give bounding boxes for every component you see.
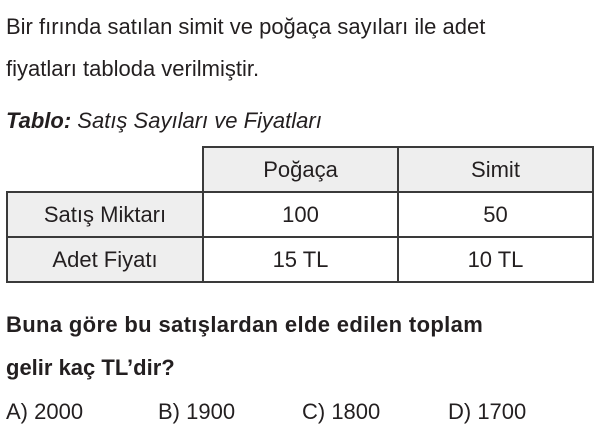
caption-text: Satış Sayıları ve Fiyatları	[71, 108, 322, 133]
table-caption: Tablo: Satış Sayıları ve Fiyatları	[6, 108, 322, 134]
table-cell: 50	[397, 191, 594, 238]
table-cell: 15 TL	[202, 236, 399, 283]
option-d[interactable]: D) 1700	[448, 399, 527, 424]
sales-table: Poğaça Simit Satış Miktarı 100 50 Adet F…	[6, 146, 594, 283]
header-simit: Simit	[397, 146, 594, 193]
header-pogaca: Poğaça	[202, 146, 399, 193]
header-blank-cell	[7, 147, 204, 193]
question-line-2: gelir kaç TL’dir?	[6, 355, 175, 380]
row-label: Adet Fiyatı	[6, 236, 204, 283]
question-line-1: Buna göre bu satışlardan elde edilen top…	[6, 312, 484, 337]
intro-line-1: Bir fırında satılan simit ve poğaça sayı…	[6, 14, 486, 39]
table-cell: 100	[202, 191, 399, 238]
table-row: Adet Fiyatı 15 TL 10 TL	[6, 236, 594, 283]
option-a[interactable]: A) 2000	[6, 399, 84, 424]
table-row: Satış Miktarı 100 50	[6, 191, 594, 238]
caption-label: Tablo:	[6, 108, 72, 133]
row-label: Satış Miktarı	[6, 191, 204, 238]
option-c[interactable]: C) 1800	[302, 399, 381, 424]
intro-line-2: fiyatları tabloda verilmiştir.	[6, 56, 260, 81]
table-header-row: Poğaça Simit	[7, 146, 594, 193]
option-b[interactable]: B) 1900	[158, 399, 236, 424]
table-cell: 10 TL	[397, 236, 594, 283]
answer-options: A) 2000 B) 1900 C) 1800 D) 1700	[6, 399, 526, 425]
